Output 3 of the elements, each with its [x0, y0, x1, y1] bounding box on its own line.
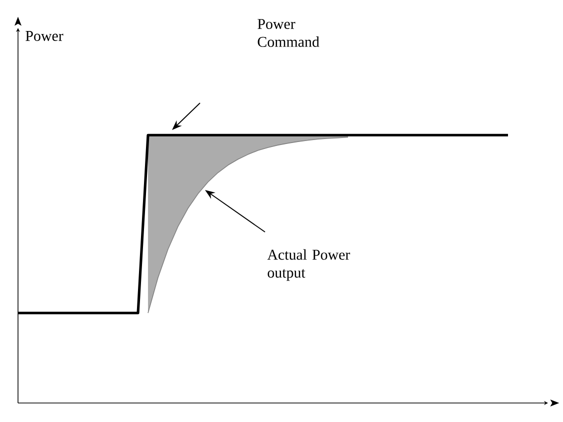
annotation: Actual Power output	[267, 249, 350, 281]
text: Power	[26, 31, 64, 41]
text: Power Command	[258, 19, 320, 47]
